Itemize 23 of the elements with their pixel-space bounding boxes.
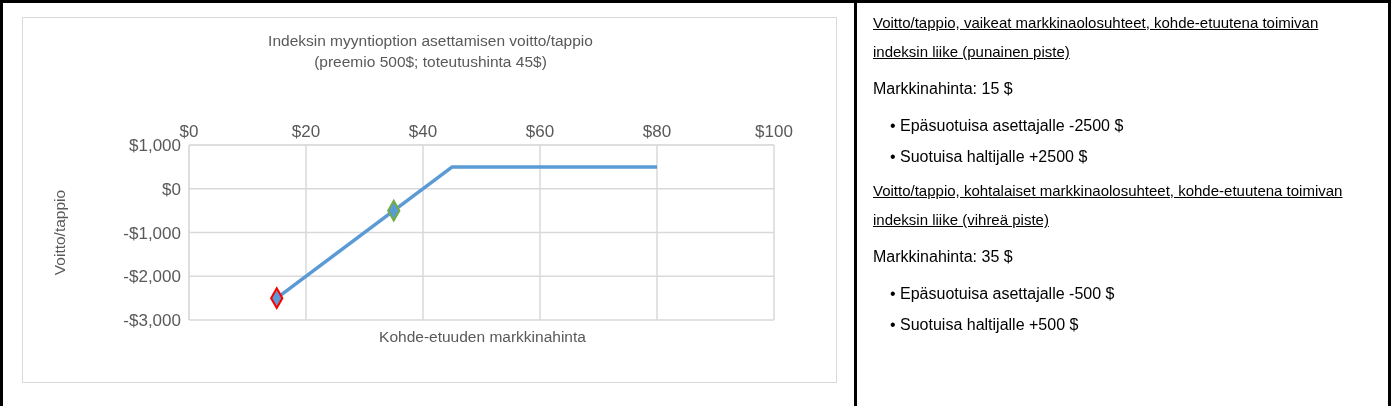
x-axis-title: Kohde-etuuden markkinahinta xyxy=(378,328,587,346)
x-tick-label: $100 xyxy=(755,122,793,141)
chart-title: Indeksin myyntioption asettamisen voitto/tappio xyxy=(267,31,594,51)
text: • Epäsuotuisa asettajalle -500 $ xyxy=(890,284,1116,304)
x-tick-label: $40 xyxy=(408,122,438,141)
text: Voitto/tappio, kohtalaiset markkinaolosuhteet, kohde-etuutena toimivan indeksin liike (vihreä piste) xyxy=(873,181,1343,230)
text: Markkinahinta: 35 $ xyxy=(873,248,1014,266)
y-axis-title: Voitto/tappio xyxy=(50,189,68,276)
y-tick-label: -$1,000 xyxy=(123,223,181,243)
y-tick-label: $1,000 xyxy=(129,136,181,156)
text: • Epäsuotuisa asettajalle -2500 $ xyxy=(890,116,1125,136)
x-tick-label: $60 xyxy=(525,122,555,141)
y-tick-label: -$2,000 xyxy=(123,267,181,287)
x-tick-label: $20 xyxy=(291,122,321,141)
text: • Suotuisa haltijalle +2500 $ xyxy=(890,147,1089,167)
y-tick-label: -$3,000 xyxy=(123,311,181,331)
x-tick-label: $0 xyxy=(179,122,199,141)
text: Markkinahinta: 15 $ xyxy=(873,80,1014,98)
chart-subtitle: (preemio 500$; toteutushinta 45$) xyxy=(313,52,548,72)
text: Voitto/tappio, vaikeat markkinaolosuhteet, kohde-etuutena toimivan indeksin liike (punainen piste) xyxy=(873,13,1320,62)
x-tick-label: $80 xyxy=(642,122,672,141)
text: • Suotuisa haltijalle +500 $ xyxy=(890,315,1080,335)
y-tick-label: $0 xyxy=(162,179,181,199)
